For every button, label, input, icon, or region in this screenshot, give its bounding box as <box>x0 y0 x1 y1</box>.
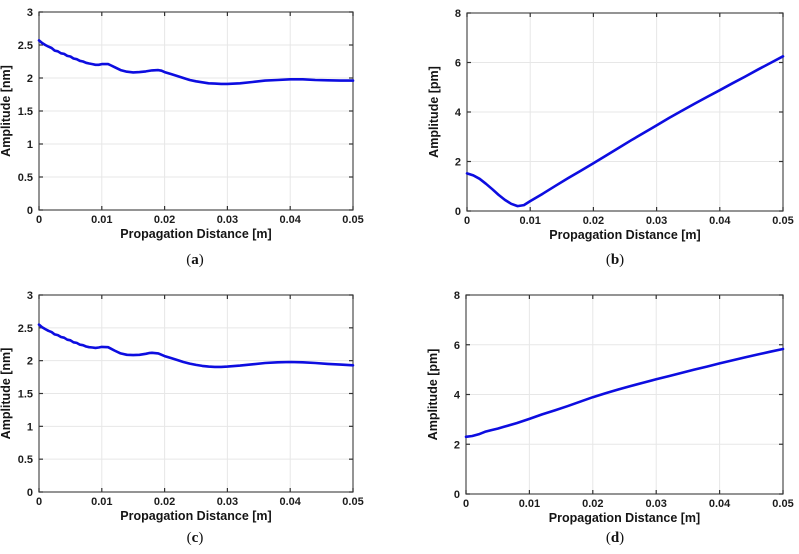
chart-b: 0 0.01 0.02 0.03 0.04 0.05 0 2 4 6 8 Propagation Di… <box>427 8 794 242</box>
caption-paren: ( <box>605 252 611 268</box>
x-axis-label: Propagation Distance [m] <box>549 228 700 242</box>
y-tick-label: 2 <box>454 439 460 451</box>
x-tick-label: 0.03 <box>217 496 238 508</box>
x-tick-label: 0 <box>464 215 470 227</box>
caption-paren: ( <box>186 252 192 268</box>
y-axis-label: Amplitude [nm] <box>0 65 13 157</box>
y-tick-label: 1.5 <box>18 389 33 401</box>
x-tick-label: 0.05 <box>772 215 793 227</box>
caption-letter: b <box>610 252 620 268</box>
x-tick-label: 0 <box>36 214 42 226</box>
chart-a: 0 0.01 0.02 0.03 0.04 0.05 0 0.5 1 1.5 2 2.5 3 Propag… <box>0 7 364 241</box>
caption-letter: a <box>191 252 199 268</box>
chart-d: 0 0.01 0.02 0.03 0.04 0.05 0 2 4 6 8 Propagation Di… <box>426 290 794 525</box>
x-tick-label: 0 <box>36 496 42 508</box>
y-tick-label: 2 <box>455 157 461 169</box>
x-tick-label: 0.04 <box>709 215 731 227</box>
y-tick-label: 2.5 <box>18 323 33 335</box>
y-tick-label: 2 <box>27 73 33 85</box>
x-tick-label: 0.04 <box>279 214 301 226</box>
x-tick-label: 0.03 <box>646 215 667 227</box>
x-tick-label: 0.04 <box>279 496 301 508</box>
y-tick-label: 2.5 <box>18 40 33 52</box>
y-tick-label: 8 <box>454 290 460 302</box>
y-tick-label: 6 <box>455 58 461 70</box>
y-tick-label: 0 <box>454 489 460 501</box>
y-tick-label: 0 <box>455 206 461 218</box>
caption-a: (a) <box>186 252 204 269</box>
caption-c: (c) <box>187 530 204 547</box>
x-tick-label: 0.01 <box>519 498 540 510</box>
x-axis-label: Propagation Distance [m] <box>120 509 271 523</box>
x-tick-label: 0.01 <box>91 496 112 508</box>
caption-b: (b) <box>606 252 624 269</box>
y-tick-label: 4 <box>455 107 462 119</box>
y-axis-label: Amplitude [nm] <box>0 348 13 440</box>
y-tick-label: 3 <box>27 290 33 302</box>
x-tick-label: 0.05 <box>342 496 363 508</box>
caption-paren: ) <box>619 530 625 546</box>
series-line-d <box>464 347 785 439</box>
y-tick-label: 4 <box>454 390 461 402</box>
y-tick-label: 1.5 <box>18 106 33 118</box>
x-tick-label: 0.02 <box>583 215 604 227</box>
series-line-c <box>37 323 355 369</box>
caption-paren: ) <box>619 252 625 268</box>
series-line-a <box>37 39 355 86</box>
y-tick-label: 2 <box>27 356 33 368</box>
subplot-a: 0 0.01 0.02 0.03 0.04 0.05 0 0.5 1 1.5 2 2.5 3 Propag… <box>0 0 400 250</box>
x-tick-label: 0.02 <box>154 496 175 508</box>
y-axis-label: Amplitude [pm] <box>427 66 441 158</box>
subplot-b: 0 0.01 0.02 0.03 0.04 0.05 0 2 4 6 8 Propagation Di… <box>400 0 799 250</box>
y-tick-label: 0 <box>27 205 33 217</box>
x-tick-label: 0.03 <box>645 498 666 510</box>
x-tick-label: 0.02 <box>582 498 603 510</box>
x-tick-label: 0.04 <box>709 498 731 510</box>
caption-paren: ) <box>198 530 204 546</box>
x-axis-label: Propagation Distance [m] <box>549 511 700 525</box>
x-axis-label: Propagation Distance [m] <box>120 227 271 241</box>
x-tick-label: 0.03 <box>217 214 238 226</box>
caption-paren: ) <box>198 252 204 268</box>
subplot-c: 0 0.01 0.02 0.03 0.04 0.05 0 0.5 1 1.5 2 2.5 3 Propag… <box>0 277 400 527</box>
y-tick-label: 3 <box>27 7 33 19</box>
caption-paren: ( <box>186 530 192 546</box>
caption-letter: d <box>610 530 620 546</box>
y-tick-label: 0 <box>27 487 33 499</box>
subplot-d: 0 0.01 0.02 0.03 0.04 0.05 0 2 4 6 8 Propagation Di… <box>400 277 799 527</box>
x-tick-label: 0.05 <box>772 498 793 510</box>
x-tick-label: 0.05 <box>342 214 363 226</box>
caption-paren: ( <box>605 530 611 546</box>
caption-letter: c <box>191 530 199 546</box>
y-tick-label: 0.5 <box>18 454 33 466</box>
x-tick-label: 0 <box>463 498 469 510</box>
chart-c: 0 0.01 0.02 0.03 0.04 0.05 0 0.5 1 1.5 2 2.5 3 Propag… <box>0 290 364 523</box>
y-axis-label: Amplitude [pm] <box>426 349 440 441</box>
y-tick-label: 0.5 <box>18 172 33 184</box>
y-tick-label: 1 <box>27 421 33 433</box>
y-tick-label: 1 <box>27 139 33 151</box>
x-tick-label: 0.01 <box>519 215 540 227</box>
x-tick-label: 0.01 <box>91 214 112 226</box>
y-tick-label: 8 <box>455 8 461 20</box>
series-line-b <box>465 54 785 208</box>
y-tick-label: 6 <box>454 340 460 352</box>
caption-d: (d) <box>606 530 624 547</box>
x-tick-label: 0.02 <box>154 214 175 226</box>
